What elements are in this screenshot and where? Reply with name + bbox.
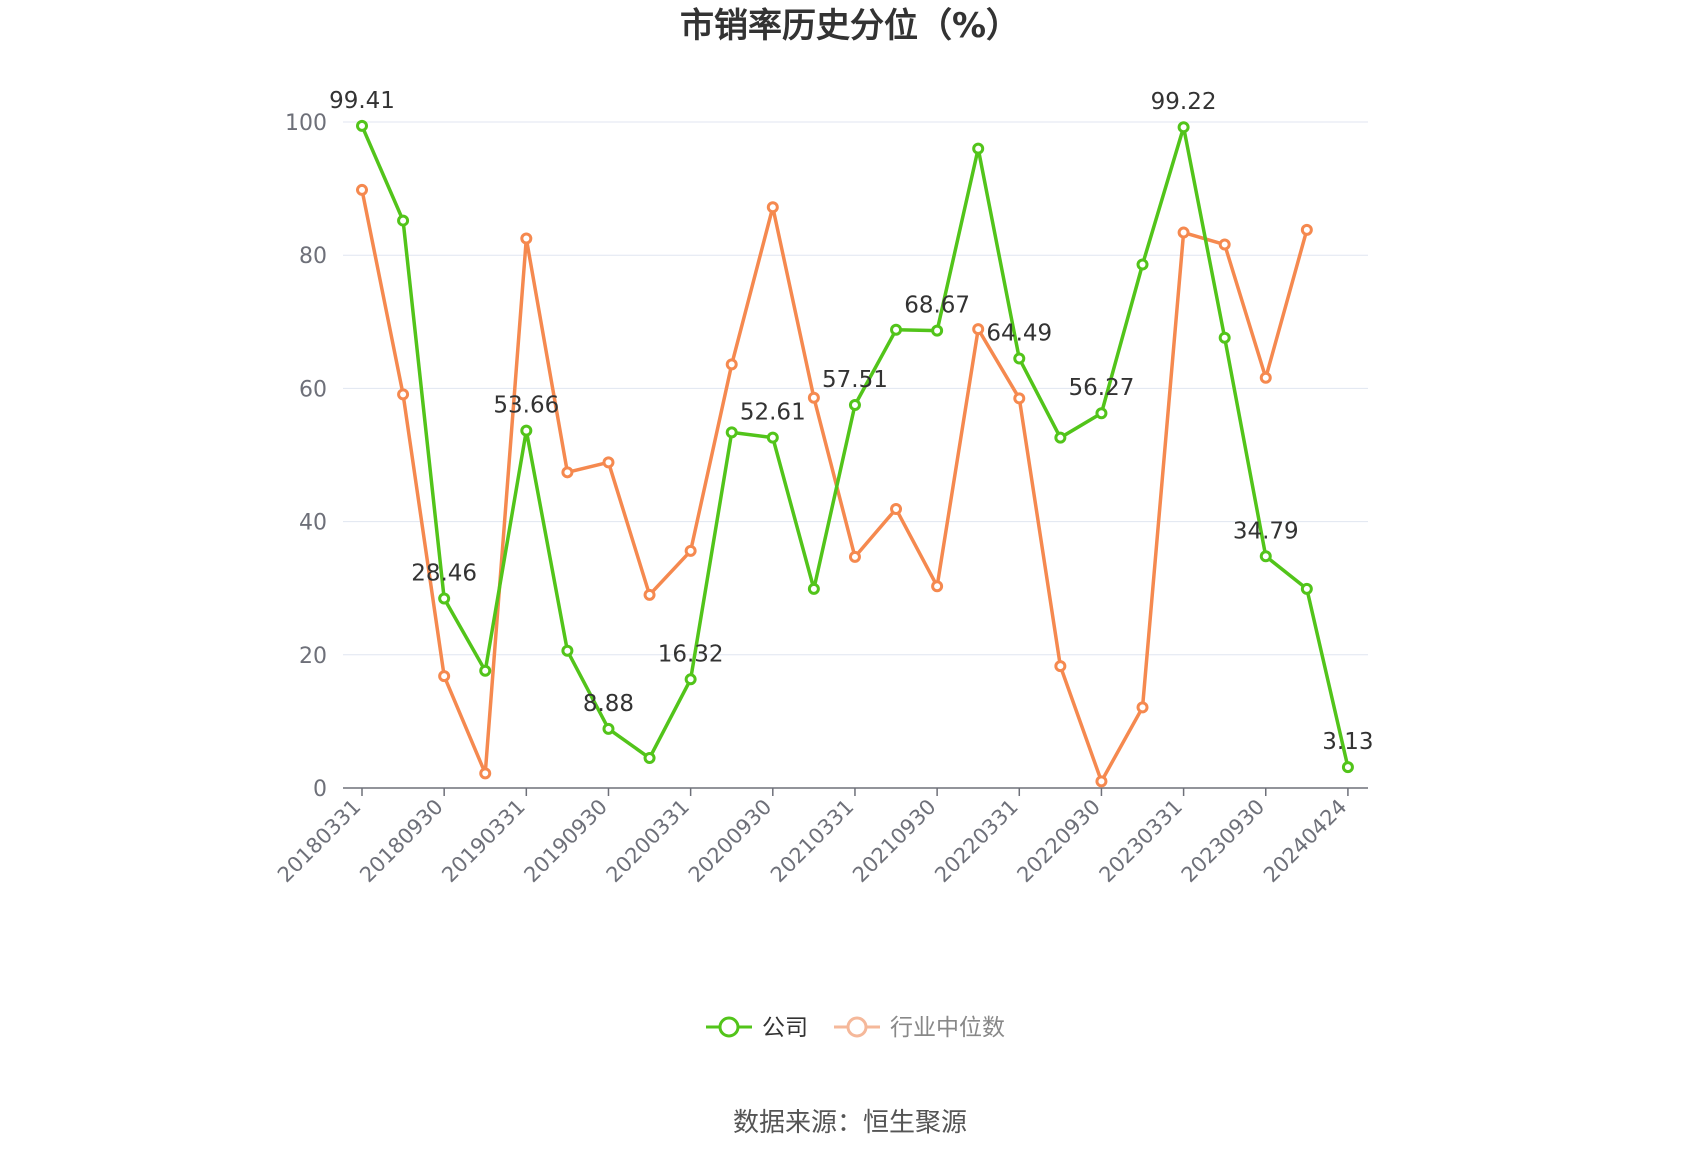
data-label: 68.67 <box>904 293 970 319</box>
legend-company-label: 公司 <box>762 1015 808 1041</box>
legend-item-company[interactable]: 公司 <box>706 1015 808 1041</box>
data-point <box>848 550 861 563</box>
data-point <box>1259 550 1272 563</box>
legend-item-industry[interactable]: 行业中位数 <box>834 1015 1005 1041</box>
data-point <box>356 183 368 196</box>
data-point <box>1136 701 1149 714</box>
data-point <box>602 456 615 469</box>
legend-company-marker <box>718 1016 740 1038</box>
data-label: 99.22 <box>1151 89 1217 115</box>
data-point <box>1259 371 1272 384</box>
y-tick-label: 60 <box>299 377 327 402</box>
x-tick-label: 20220930 <box>1012 795 1105 888</box>
data-point <box>725 426 738 439</box>
legend[interactable]: 公司 行业中位数 <box>706 1015 1005 1041</box>
chart-title: 市销率历史分位（%） <box>680 6 1020 46</box>
data-point <box>602 722 615 735</box>
data-point <box>643 588 656 601</box>
data-label: 8.88 <box>583 691 634 717</box>
data-point <box>766 431 779 444</box>
y-tick-label: 100 <box>285 111 327 136</box>
legend-industry-label: 行业中位数 <box>890 1015 1005 1041</box>
x-tick-label: 20210930 <box>848 795 941 888</box>
x-tick-label: 20220331 <box>930 795 1023 888</box>
y-tick-label: 20 <box>299 644 327 669</box>
data-point <box>807 391 820 404</box>
data-point <box>479 767 492 780</box>
data-point <box>890 323 903 336</box>
data-point <box>1218 238 1231 251</box>
data-label: 16.32 <box>658 641 724 667</box>
data-point <box>1054 431 1067 444</box>
data-label: 28.46 <box>411 560 477 586</box>
x-tick-label: 20230331 <box>1095 795 1188 888</box>
data-point <box>848 398 861 411</box>
data-point <box>1177 121 1190 134</box>
data-point <box>1300 223 1313 236</box>
data-point <box>1054 660 1067 673</box>
data-point <box>972 323 985 336</box>
data-point <box>438 592 451 605</box>
y-tick-label: 80 <box>299 244 327 269</box>
x-tick-label: 20200331 <box>602 795 695 888</box>
data-point <box>931 324 944 337</box>
source-text: 数据来源：恒生聚源 <box>733 1108 967 1138</box>
series-lines <box>356 119 1354 788</box>
data-point <box>1341 761 1354 774</box>
data-label: 57.51 <box>822 367 888 393</box>
data-point <box>397 214 410 227</box>
data-point <box>643 752 656 765</box>
data-point <box>931 580 944 593</box>
x-tick-label: 20240424 <box>1259 795 1352 888</box>
data-label: 99.41 <box>329 88 395 114</box>
data-point <box>890 502 903 515</box>
data-point <box>520 424 533 437</box>
data-point <box>725 358 738 371</box>
data-point <box>1177 226 1190 239</box>
data-point <box>356 119 368 132</box>
data-labels: 99.41 28.46 53.66 8.88 16.32 52.61 57.51 68.67 6… <box>329 88 1373 755</box>
x-tick-label: 20200930 <box>684 795 777 888</box>
x-tick-label: 20230930 <box>1177 795 1270 888</box>
data-point <box>520 232 533 245</box>
data-label: 52.61 <box>740 400 806 426</box>
x-tick-label: 20190331 <box>437 795 530 888</box>
data-label: 64.49 <box>986 320 1052 346</box>
data-point <box>972 142 985 155</box>
data-point <box>1136 258 1149 271</box>
x-tick-label: 20180331 <box>273 795 366 888</box>
data-point <box>807 582 820 595</box>
legend-industry-marker <box>846 1016 868 1038</box>
data-point <box>1095 775 1108 788</box>
x-tick-label: 20180930 <box>355 795 448 888</box>
data-label: 56.27 <box>1069 375 1135 401</box>
data-label: 3.13 <box>1322 729 1373 755</box>
data-point <box>561 466 574 479</box>
data-point <box>479 664 492 677</box>
data-point <box>1300 582 1313 595</box>
data-point <box>438 670 451 683</box>
data-point <box>1218 331 1231 344</box>
x-tick-label: 20210331 <box>766 795 859 888</box>
data-label: 34.79 <box>1233 518 1299 544</box>
data-point <box>684 673 697 686</box>
x-tick-label: 20190930 <box>519 795 612 888</box>
data-point <box>1013 352 1026 365</box>
data-point <box>766 201 779 214</box>
data-point <box>1013 392 1026 405</box>
data-point <box>397 388 410 401</box>
data-point <box>561 644 574 657</box>
data-point <box>1095 407 1108 420</box>
y-tick-label: 40 <box>299 511 327 536</box>
data-label: 53.66 <box>493 393 559 419</box>
data-point <box>684 544 697 557</box>
y-tick-label: 0 <box>313 777 327 802</box>
series-line <box>360 189 1309 784</box>
